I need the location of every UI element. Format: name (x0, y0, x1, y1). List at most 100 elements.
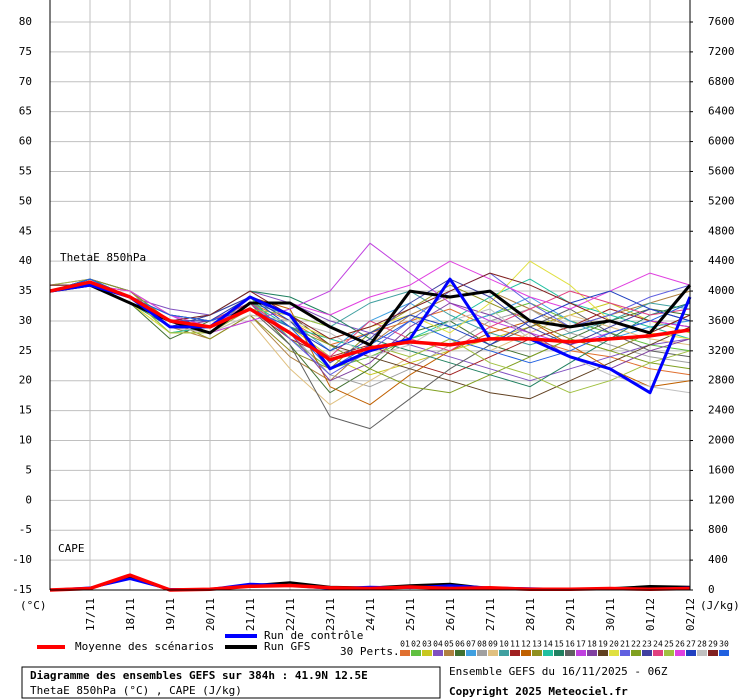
y-tick-label: 50 (19, 194, 32, 207)
info-box (21, 666, 441, 699)
y-tick-label: 10 (19, 434, 32, 447)
legend-label: 22 (631, 640, 641, 649)
y-tick-label: -10 (12, 553, 32, 566)
legend-swatch (521, 650, 531, 656)
y-tick-label: 0 (25, 493, 32, 506)
legend-label: 28 (697, 640, 707, 649)
y-tick-label: 55 (19, 164, 32, 177)
x-tick-label: 18/11 (124, 598, 137, 631)
legend-label: Run GFS (264, 640, 310, 653)
x-tick-label: 01/12 (644, 598, 657, 631)
perturbation-line (49, 260, 691, 328)
y2-axis-label: (J/kg) (700, 599, 740, 612)
y-tick-label: 25 (19, 344, 32, 357)
x-tick-label: 20/11 (204, 598, 217, 631)
legend-label: 29 (708, 640, 718, 649)
copyright: Copyright 2025 Meteociel.fr (449, 685, 628, 698)
legend-label: Run de contrôle (264, 629, 363, 642)
legend-label: 03 (422, 640, 432, 649)
legend-swatch (576, 650, 586, 656)
legend-label: 10 (499, 640, 509, 649)
legend-swatch (554, 650, 564, 656)
legend-label: Moyenne des scénarios (75, 640, 214, 653)
x-tick-label: 25/11 (404, 598, 417, 631)
legend-swatch (532, 650, 542, 656)
x-tick-label: 22/11 (284, 598, 297, 631)
legend-label: 23 (642, 640, 652, 649)
legend-label: 13 (532, 640, 542, 649)
legend-label: 30 (719, 640, 729, 649)
thetae-line (49, 280, 691, 362)
annotation: CAPE (58, 542, 85, 555)
legend-swatch (455, 650, 465, 656)
legend-swatch (697, 650, 707, 656)
x-tick-label: 26/11 (444, 598, 457, 631)
x-tick-label: 28/11 (524, 598, 537, 631)
y2-tick-label: 3200 (708, 344, 735, 357)
legend-swatch (510, 650, 520, 656)
y2-tick-label: 7600 (708, 15, 735, 28)
y-tick-label: 45 (19, 224, 32, 237)
legend-label: 08 (477, 640, 487, 649)
lines (49, 242, 692, 592)
y-tick-label: 35 (19, 284, 32, 297)
legend-label: 17 (576, 640, 586, 649)
y2-tick-label: 400 (708, 553, 728, 566)
y-tick-label: 60 (19, 135, 32, 148)
legend-label: 19 (598, 640, 608, 649)
y2-tick-label: 6400 (708, 105, 735, 118)
legend-label: 12 (521, 640, 531, 649)
y-tick-label: 30 (19, 314, 32, 327)
x-tick-label: 30/11 (604, 598, 617, 631)
x-tick-label: 02/12 (684, 598, 697, 631)
cape-line (49, 573, 691, 592)
y2-tick-label: 5600 (708, 164, 735, 177)
legend-swatch (642, 650, 652, 656)
chart-title: Diagramme des ensembles GEFS sur 384h : … (30, 669, 368, 682)
legend-swatch (433, 650, 443, 656)
y-tick-label: 20 (19, 374, 32, 387)
legend-swatch (708, 650, 718, 656)
y2-tick-label: 2800 (708, 374, 735, 387)
y2-tick-label: 4800 (708, 224, 735, 237)
legend-swatch (598, 650, 608, 656)
y2-tick-label: 2400 (708, 404, 735, 417)
legend-label: 20 (609, 640, 619, 649)
y2-tick-label: 5200 (708, 194, 735, 207)
legend-label: 18 (587, 640, 597, 649)
legend-swatch (653, 650, 663, 656)
y2-tick-label: 800 (708, 523, 728, 536)
y2-tick-label: 1200 (708, 493, 735, 506)
thetae-line (49, 277, 692, 395)
legend-label: 25 (664, 640, 674, 649)
legend-label: 06 (455, 640, 465, 649)
y-tick-label: 75 (19, 45, 32, 58)
y2-tick-label: 6000 (708, 135, 735, 148)
legend-swatch (400, 650, 410, 656)
legend-label: 14 (543, 640, 553, 649)
legend-swatch (411, 650, 421, 656)
legend-swatch (565, 650, 575, 656)
y-tick-label: 40 (19, 254, 32, 267)
legend-swatch (477, 650, 487, 656)
legend-label: 01 (400, 640, 410, 649)
legend-label: 21 (620, 640, 630, 649)
legend-label: 16 (565, 640, 575, 649)
legend-label: 11 (510, 640, 520, 649)
annotation: ThetaE 850hPa (60, 251, 146, 264)
legend-swatch (422, 650, 432, 656)
legend-swatch (488, 650, 498, 656)
legend-swatch (587, 650, 597, 656)
legend-swatch (664, 650, 674, 656)
y-axis-label: (°C) (20, 599, 47, 612)
y-tick-label: 65 (19, 105, 32, 118)
legend-swatch (543, 650, 553, 656)
legend-label: 02 (411, 640, 421, 649)
legend-swatch (631, 650, 641, 656)
legend-swatch (499, 650, 509, 656)
legend-label: 24 (653, 640, 663, 649)
x-tick-label: 23/11 (324, 598, 337, 631)
legend-swatch (675, 650, 685, 656)
legend-swatch (686, 650, 696, 656)
